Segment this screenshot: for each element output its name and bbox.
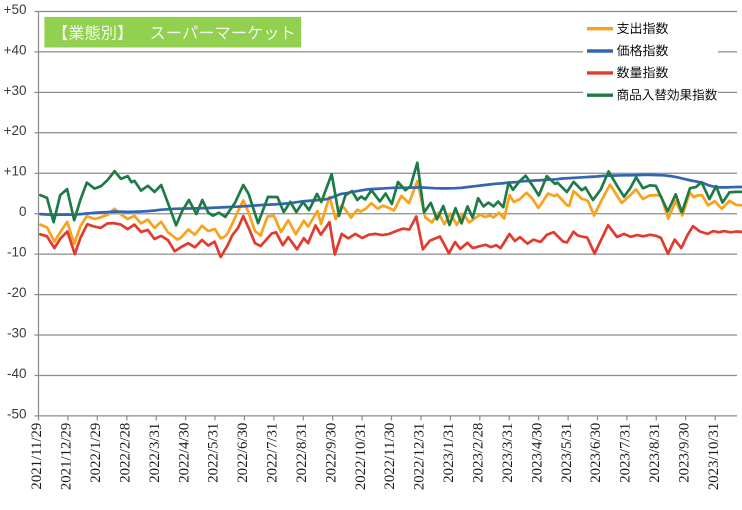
svg-text:2023/2/28: 2023/2/28 [471,423,487,483]
svg-text:2023/10/31: 2023/10/31 [706,423,722,490]
svg-text:2022/10/31: 2022/10/31 [353,423,369,490]
svg-text:2022/5/31: 2022/5/31 [206,423,222,483]
svg-text:2022/8/31: 2022/8/31 [294,423,310,483]
svg-text:+50: +50 [4,2,27,17]
svg-text:+20: +20 [4,123,27,138]
svg-text:2022/9/30: 2022/9/30 [323,423,339,483]
svg-text:2022/4/30: 2022/4/30 [176,423,192,483]
svg-text:+10: +10 [4,164,27,179]
svg-text:-10: -10 [7,245,27,260]
svg-text:2023/5/31: 2023/5/31 [559,423,575,483]
svg-text:0: 0 [19,204,27,219]
svg-text:2021/11/29: 2021/11/29 [29,423,45,490]
svg-text:2022/7/31: 2022/7/31 [265,423,281,483]
svg-text:2022/3/31: 2022/3/31 [147,423,163,483]
svg-text:2023/4/30: 2023/4/30 [529,423,545,483]
svg-text:+40: +40 [4,42,27,57]
svg-text:2023/8/31: 2023/8/31 [647,423,663,483]
svg-text:2021/12/29: 2021/12/29 [59,423,75,490]
svg-text:-30: -30 [7,325,27,340]
svg-text:2022/6/30: 2022/6/30 [235,423,251,483]
svg-text:2022/11/30: 2022/11/30 [382,423,398,490]
svg-text:+30: +30 [4,83,27,98]
svg-text:-50: -50 [7,406,27,421]
svg-text:2023/3/31: 2023/3/31 [500,423,516,483]
svg-text:2023/7/31: 2023/7/31 [618,423,634,483]
svg-text:2022/1/29: 2022/1/29 [88,423,104,483]
svg-text:-40: -40 [7,366,27,381]
svg-text:-20: -20 [7,285,27,300]
svg-text:2022/12/31: 2022/12/31 [412,423,428,490]
svg-text:2023/9/30: 2023/9/30 [676,423,692,483]
svg-text:2022/2/28: 2022/2/28 [118,423,134,483]
svg-text:2023/6/30: 2023/6/30 [588,423,604,483]
svg-text:2023/1/31: 2023/1/31 [441,423,457,483]
